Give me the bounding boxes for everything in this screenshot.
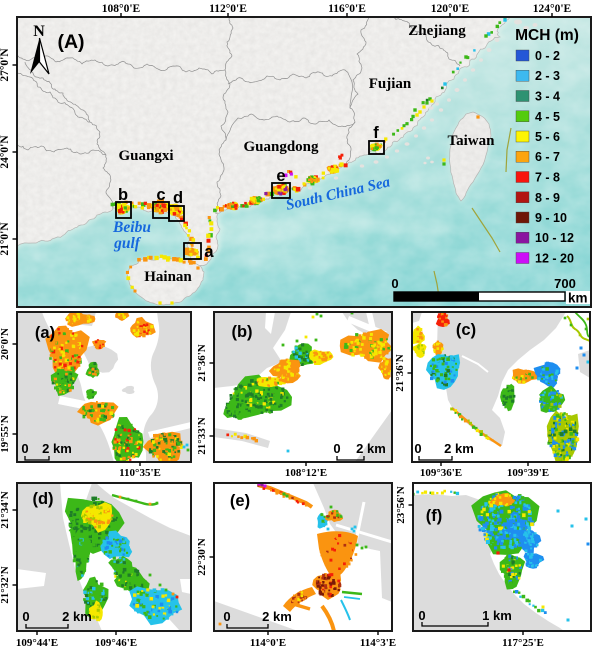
svg-text:MCH (m): MCH (m)	[515, 27, 579, 44]
svg-text:109°46'E: 109°46'E	[95, 637, 137, 649]
svg-text:21°33'N: 21°33'N	[196, 417, 208, 454]
svg-text:110°35'E: 110°35'E	[119, 467, 161, 479]
svg-text:24°0'N: 24°0'N	[0, 135, 11, 169]
svg-text:124°0'E: 124°0'E	[533, 3, 572, 15]
svg-text:21°32'N: 21°32'N	[0, 566, 11, 603]
svg-text:e: e	[276, 167, 285, 185]
svg-text:Beibu: Beibu	[112, 219, 151, 236]
svg-text:0: 0	[418, 608, 425, 623]
svg-text:1 km: 1 km	[482, 608, 512, 623]
svg-text:114°0'E: 114°0'E	[250, 637, 286, 649]
svg-text:0: 0	[21, 441, 28, 456]
svg-text:5 - 6: 5 - 6	[535, 130, 560, 144]
svg-text:27°0'N: 27°0'N	[0, 48, 11, 82]
svg-text:108°0'E: 108°0'E	[102, 3, 141, 15]
svg-text:108°12'E: 108°12'E	[285, 467, 327, 479]
svg-text:23°56'N: 23°56'N	[395, 486, 407, 523]
svg-text:21°36'N: 21°36'N	[196, 344, 208, 381]
svg-text:f: f	[373, 124, 379, 142]
svg-text:0: 0	[333, 441, 340, 456]
svg-text:2 km: 2 km	[262, 609, 292, 624]
svg-text:0: 0	[391, 276, 398, 291]
svg-text:21°34'N: 21°34'N	[0, 491, 11, 528]
svg-text:21°36'N: 21°36'N	[394, 354, 406, 391]
svg-text:Guangdong: Guangdong	[243, 139, 319, 155]
svg-text:Fujian: Fujian	[369, 76, 412, 92]
svg-text:22°30'N: 22°30'N	[196, 538, 208, 575]
svg-text:112°0'E: 112°0'E	[209, 3, 247, 15]
svg-text:12 - 20: 12 - 20	[535, 252, 574, 266]
svg-text:2 km: 2 km	[444, 441, 474, 456]
svg-text:(c): (c)	[456, 321, 476, 339]
svg-text:2 - 3: 2 - 3	[535, 69, 560, 83]
svg-text:2 km: 2 km	[42, 441, 72, 456]
svg-text:a: a	[204, 243, 214, 261]
svg-text:117°25'E: 117°25'E	[502, 637, 544, 649]
svg-text:0 - 2: 0 - 2	[535, 49, 560, 63]
svg-text:21°0'N: 21°0'N	[0, 222, 11, 256]
svg-text:109°44'E: 109°44'E	[16, 637, 58, 649]
svg-text:6 - 7: 6 - 7	[535, 150, 560, 164]
svg-text:4 - 5: 4 - 5	[535, 110, 560, 124]
svg-text:20°0'N: 20°0'N	[0, 328, 11, 360]
svg-text:(b): (b)	[231, 323, 252, 341]
svg-text:2 km: 2 km	[356, 441, 386, 456]
svg-text:0: 0	[414, 441, 421, 456]
svg-text:(d): (d)	[32, 490, 53, 508]
svg-text:c: c	[156, 186, 165, 204]
svg-text:3 - 4: 3 - 4	[535, 90, 560, 104]
svg-text:d: d	[173, 189, 183, 207]
svg-text:Guangxi: Guangxi	[118, 148, 173, 164]
svg-text:Zhejiang: Zhejiang	[408, 23, 466, 39]
svg-text:2 km: 2 km	[62, 609, 92, 624]
svg-text:114°3'E: 114°3'E	[360, 637, 396, 649]
svg-text:(a): (a)	[35, 324, 55, 342]
svg-text:9 - 10: 9 - 10	[535, 211, 567, 225]
svg-text:(A): (A)	[57, 31, 84, 53]
svg-text:0: 0	[22, 609, 29, 624]
svg-text:N: N	[33, 23, 45, 40]
svg-text:gulf: gulf	[113, 235, 142, 252]
svg-text:0: 0	[223, 609, 230, 624]
svg-text:116°0'E: 116°0'E	[328, 3, 366, 15]
svg-text:109°39'E: 109°39'E	[507, 467, 549, 479]
svg-text:10 - 12: 10 - 12	[535, 231, 574, 245]
svg-text:Hainan: Hainan	[144, 269, 192, 285]
svg-text:(e): (e)	[230, 492, 250, 510]
svg-text:Taiwan: Taiwan	[448, 133, 496, 149]
svg-text:700: 700	[554, 276, 576, 291]
svg-text:8 - 9: 8 - 9	[535, 191, 560, 205]
svg-text:(f): (f)	[426, 507, 442, 525]
svg-text:km: km	[568, 291, 588, 306]
svg-text:120°0'E: 120°0'E	[431, 3, 470, 15]
svg-text:7 - 8: 7 - 8	[535, 171, 560, 185]
svg-text:109°36'E: 109°36'E	[420, 467, 462, 479]
svg-text:19°55'N: 19°55'N	[0, 415, 11, 452]
svg-text:b: b	[118, 186, 128, 204]
